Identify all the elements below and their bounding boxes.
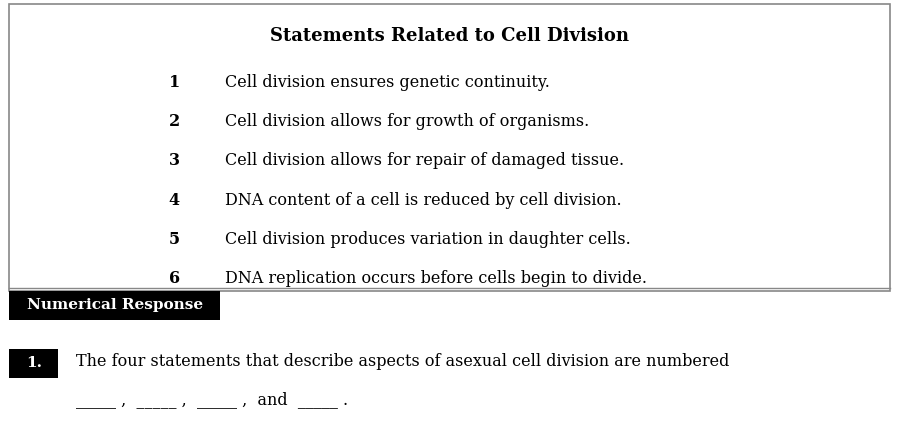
Text: Statements Related to Cell Division: Statements Related to Cell Division bbox=[270, 27, 629, 45]
Text: 4: 4 bbox=[169, 192, 180, 209]
Text: 2: 2 bbox=[168, 113, 180, 130]
Text: Cell division allows for growth of organisms.: Cell division allows for growth of organ… bbox=[225, 113, 589, 130]
Text: 6: 6 bbox=[169, 270, 180, 287]
Bar bbox=[9, 4, 890, 291]
Bar bbox=[9, 349, 58, 378]
Text: Cell division produces variation in daughter cells.: Cell division produces variation in daug… bbox=[225, 231, 630, 248]
Text: 5: 5 bbox=[169, 231, 180, 248]
Text: Cell division ensures genetic continuity.: Cell division ensures genetic continuity… bbox=[225, 74, 549, 91]
Text: 3: 3 bbox=[169, 152, 180, 169]
Text: DNA content of a cell is reduced by cell division.: DNA content of a cell is reduced by cell… bbox=[225, 192, 621, 209]
Bar bbox=[9, 291, 220, 320]
Text: Numerical Response: Numerical Response bbox=[27, 298, 202, 312]
Text: DNA replication occurs before cells begin to divide.: DNA replication occurs before cells begi… bbox=[225, 270, 646, 287]
Text: 1: 1 bbox=[168, 74, 180, 91]
Text: The four statements that describe aspects of asexual cell division are numbered: The four statements that describe aspect… bbox=[76, 353, 730, 370]
Text: Cell division allows for repair of damaged tissue.: Cell division allows for repair of damag… bbox=[225, 152, 624, 169]
Text: 1.: 1. bbox=[26, 356, 41, 370]
Text: _____ ,  _____ ,  _____ ,  and  _____ .: _____ , _____ , _____ , and _____ . bbox=[76, 391, 349, 408]
